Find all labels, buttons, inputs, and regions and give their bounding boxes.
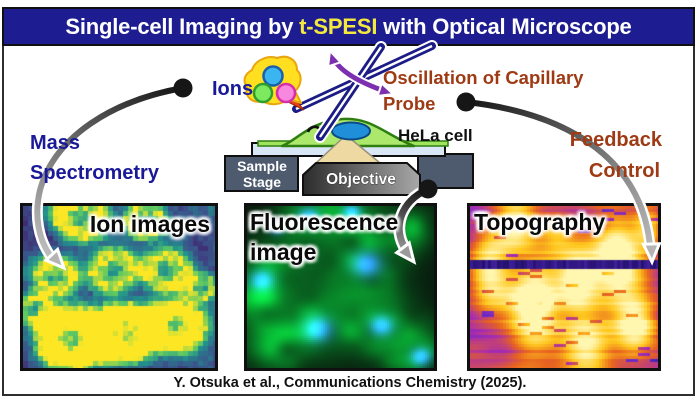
oscillation-arrowhead-bottom: [376, 81, 396, 98]
fluorescence-label: Fluorescence image: [250, 209, 399, 265]
mass-spec-arrowhead: [43, 246, 67, 271]
sample-stage-label-line2: Stage: [243, 174, 281, 190]
ions-label: Ions: [212, 78, 253, 100]
ion-particle-blue: [262, 65, 284, 87]
connector-dot-right: [456, 92, 476, 112]
sample-stage-label-line1: Sample: [237, 158, 287, 174]
title-banner: Single-cell Imaging by t-SPESI with Opti…: [2, 7, 695, 46]
probe-position-2-bore: [319, 46, 382, 138]
topography-panel: [467, 203, 661, 371]
ion-particle-pink: [275, 82, 297, 104]
fluorescence-arrowhead: [393, 240, 417, 265]
ion-images-label: Ion images: [89, 211, 210, 237]
ion-image-canvas: [23, 206, 215, 368]
cell-nucleus: [331, 121, 371, 141]
mass-spectrometry-label-line1: Mass: [30, 132, 80, 154]
ion-images-panel: [20, 203, 218, 371]
oscillation-arrowhead-top: [326, 48, 343, 68]
ion-particle-green: [252, 82, 274, 104]
connector-dot-left: [173, 78, 193, 98]
feedback-arrowhead: [641, 242, 662, 266]
feedback-arrow-shaft: [463, 99, 653, 249]
title-text: Single-cell Imaging by t-SPESI with Opti…: [65, 14, 631, 40]
topography-label: Topography: [474, 209, 606, 235]
citation-caption: Y. Otsuka et al., Communications Chemist…: [173, 375, 527, 391]
objective-label: Objective: [326, 171, 396, 188]
connector-dot-middle: [418, 179, 438, 199]
title-suffix: with Optical Microscope: [377, 13, 632, 39]
topography-canvas: [470, 206, 658, 368]
feedback-arrow: [456, 92, 662, 266]
feedback-label-line1: Feedback: [570, 129, 663, 151]
ion-spray-icon: [243, 55, 305, 111]
mass-spectrometry-label-line2: Spectrometry: [30, 162, 160, 184]
mass-spec-arrow: [31, 78, 193, 271]
feedback-label-line2: Control: [589, 160, 660, 182]
oscillation-arrow: [326, 48, 396, 98]
hela-cell-label: HeLa cell: [398, 126, 473, 145]
capillary-probe: [290, 40, 438, 143]
mass-spec-arrow-shaft: [34, 85, 186, 261]
oscillation-label-line2: Probe: [383, 93, 435, 114]
fluorescence-arrow-shaft: [395, 185, 432, 254]
title-prefix: Single-cell Imaging by: [65, 13, 300, 39]
title-highlight: t-SPESI: [299, 13, 378, 39]
oscillation-label-line1: Oscillation of Capillary: [383, 67, 584, 88]
fluorescence-arrow: [393, 179, 438, 265]
